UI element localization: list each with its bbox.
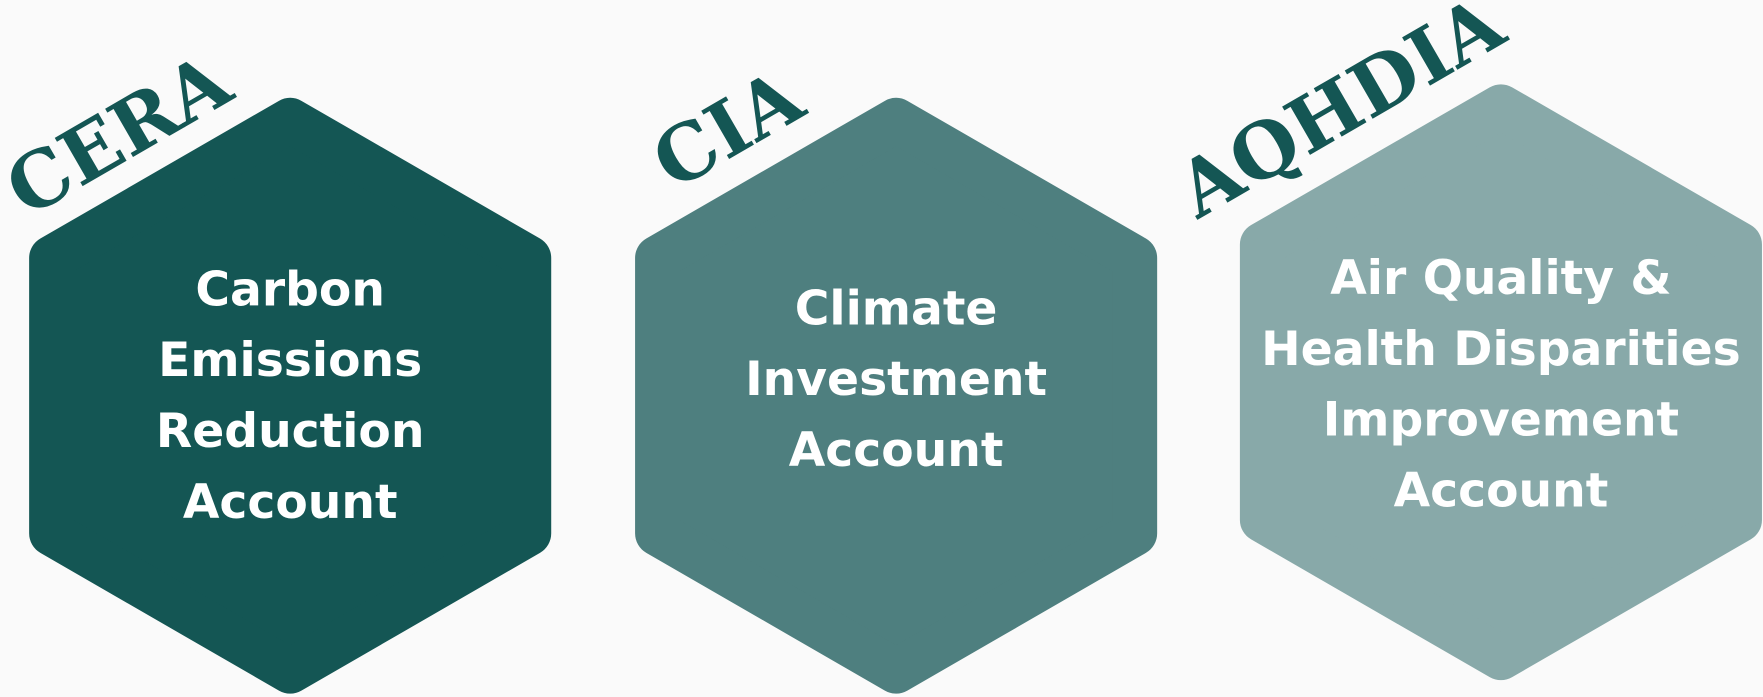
hexagon xyxy=(1239,84,1762,681)
hexagon-text: Account xyxy=(1394,464,1609,519)
hexagon-text: Account xyxy=(789,423,1004,478)
hexagon-text: Air Quality & xyxy=(1330,251,1671,306)
hexagon-text: Health Disparities xyxy=(1261,322,1741,377)
hexagon-text: Carbon xyxy=(195,262,385,317)
hexagon-text: Emissions xyxy=(158,333,422,388)
hexagon xyxy=(29,97,552,694)
hexagon-text: Climate xyxy=(795,281,998,336)
hexagon-text: Account xyxy=(183,475,398,530)
hexagon xyxy=(635,97,1158,694)
hexagon-text: Reduction xyxy=(156,404,425,459)
hexagon-text: Improvement xyxy=(1323,393,1679,448)
hexagon-text: Investment xyxy=(745,352,1047,407)
